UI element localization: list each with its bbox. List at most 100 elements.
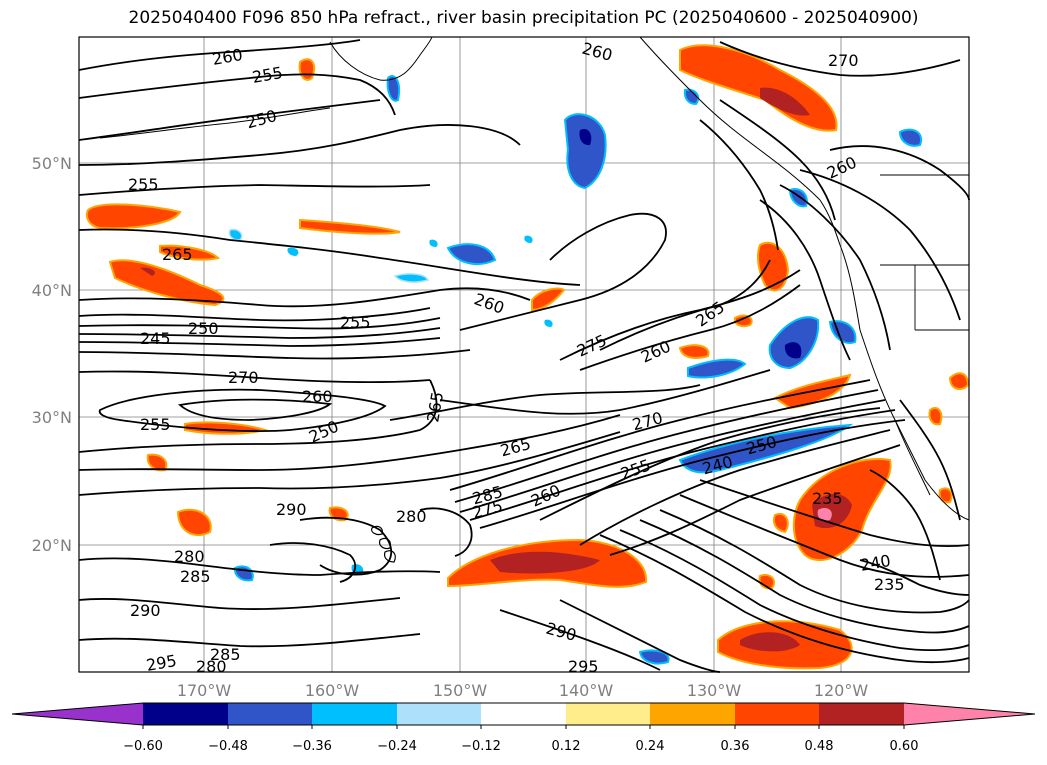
precip-negative-area <box>287 247 299 256</box>
contour-line <box>78 597 401 610</box>
contour-line <box>78 414 621 471</box>
contour-label: 265 <box>162 245 193 264</box>
coastline-bc <box>819 199 841 246</box>
precip-positive-area <box>733 314 753 328</box>
precip-positive-area <box>176 508 212 537</box>
precip-negative-area <box>429 239 438 247</box>
precip-positive-area <box>938 487 953 504</box>
contour-line <box>719 99 836 221</box>
contour-line <box>78 557 441 576</box>
coastline-gulf-alaska <box>639 36 821 201</box>
contour-label: 255 <box>140 415 171 434</box>
contour-line <box>459 399 886 513</box>
contour-line <box>454 389 879 503</box>
lon-tick-label: 150°W <box>433 681 488 700</box>
precip-positive-area <box>740 632 800 652</box>
admin-boundaries <box>880 174 969 331</box>
coastlines <box>99 36 970 521</box>
contour-line <box>469 409 896 521</box>
contour-line <box>78 184 431 196</box>
lon-tick-label: 120°W <box>814 681 869 700</box>
precip-positive-area <box>948 372 970 391</box>
lon-tick-label: 160°W <box>305 681 360 700</box>
contour-line <box>78 307 431 322</box>
precip-negative-area <box>683 88 700 106</box>
hawaii-islands <box>371 525 396 563</box>
contour-line <box>539 407 881 521</box>
precip-positive-area <box>817 508 832 521</box>
contour-label: 280 <box>396 507 427 526</box>
contour-line <box>579 429 891 546</box>
precip-positive-area <box>678 344 710 359</box>
contour-line <box>78 287 531 308</box>
contour-line <box>78 337 441 347</box>
contour-label: 280 <box>196 657 227 676</box>
contour-line <box>579 284 801 371</box>
contour-label: 255 <box>340 313 371 332</box>
precip-positive-area <box>85 203 182 230</box>
contour-line <box>599 259 771 351</box>
colorbar-segment <box>397 703 481 725</box>
precip-negative-area <box>563 113 607 190</box>
lat-tick-label: 30°N <box>32 408 72 427</box>
contour-line <box>78 228 581 286</box>
contour-line <box>639 519 970 634</box>
colorbar-segment <box>650 703 735 725</box>
lat-tick-label: 40°N <box>32 281 72 300</box>
contour-line <box>899 399 961 521</box>
colorbar-tick-label: −0.36 <box>292 739 332 754</box>
contour-line <box>759 199 851 361</box>
contour-line <box>78 379 438 453</box>
precip-positive-area <box>772 512 789 534</box>
contour-line <box>419 507 473 557</box>
contour-line <box>459 212 667 331</box>
colorbar-segment <box>819 703 904 725</box>
contour-line <box>389 384 701 421</box>
colorbar-tick-label: 0.60 <box>890 739 919 754</box>
contour-line <box>699 119 779 251</box>
precip-positive-area <box>490 551 600 574</box>
contour-line <box>78 633 421 648</box>
colorbar-segment <box>228 703 312 725</box>
contour-label: 255 <box>128 175 159 194</box>
precip-positive-area <box>760 87 810 116</box>
lon-tick-label: 140°W <box>559 681 614 700</box>
contour-label: 260 <box>302 387 333 406</box>
contour-line <box>499 609 661 671</box>
colorbar: −0.60 −0.48 −0.36 −0.24 −0.12 0.12 0.24 … <box>11 702 1036 754</box>
colorbar-tick-label: −0.48 <box>208 739 248 754</box>
precip-negative-area <box>687 358 747 379</box>
contour-line <box>799 169 961 321</box>
contour-line <box>679 494 970 578</box>
lon-tick-label: 170°W <box>177 681 232 700</box>
contour-line <box>869 469 941 581</box>
precip-positive-area <box>108 259 225 307</box>
contour-label: 245 <box>140 329 171 348</box>
contour-label: 295 <box>568 657 599 676</box>
contour-line <box>479 419 906 529</box>
contour-line <box>98 388 387 432</box>
colorbar-tick-label: 0.48 <box>805 739 834 754</box>
precip-positive-area <box>298 58 316 81</box>
contour-line <box>78 73 396 116</box>
contour-label: 290 <box>130 601 161 620</box>
contour-line <box>449 379 871 491</box>
lat-tick-label: 50°N <box>32 154 72 173</box>
contour-line <box>699 479 970 547</box>
contour-line <box>609 444 901 556</box>
map-title: 2025040400 F096 850 hPa refract., river … <box>128 8 919 28</box>
coastline-baja <box>894 419 931 496</box>
precip-negative-area <box>784 342 802 359</box>
contour-label: 235 <box>874 575 905 594</box>
precip-negative-area <box>898 128 923 147</box>
contour-line <box>78 99 381 141</box>
precip-positive-area <box>531 287 566 312</box>
precip-negative-area <box>544 319 553 327</box>
lat-tick-label: 20°N <box>32 536 72 555</box>
colorbar-segment <box>312 703 397 725</box>
colorbar-tick-label: 0.24 <box>636 739 665 754</box>
colorbar-extend-high <box>904 703 1035 725</box>
map-panel: 260 255 250 255 265 245 250 255 260 270 … <box>78 36 970 676</box>
contour-label: 270 <box>228 368 259 387</box>
